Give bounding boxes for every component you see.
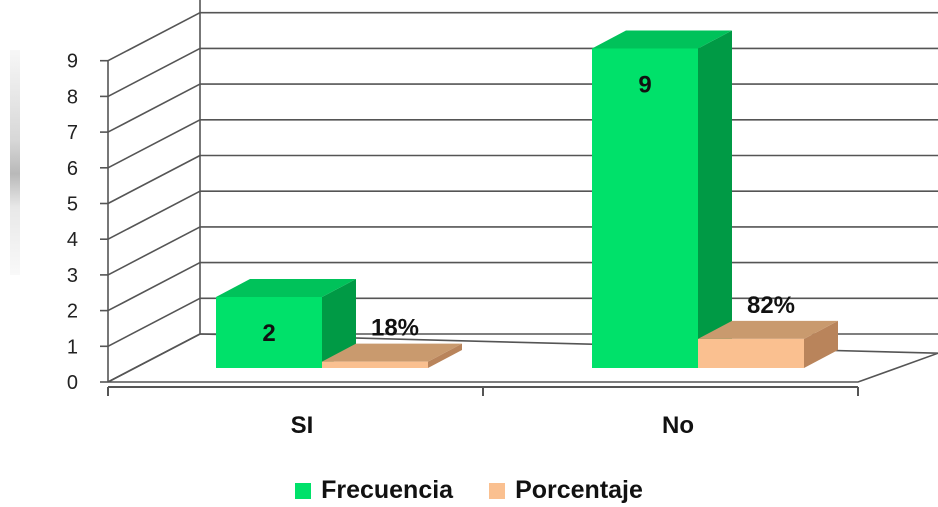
y-tick-label: 0	[67, 372, 78, 394]
gridline-side	[107, 261, 201, 312]
y-tick-label: 9	[67, 51, 78, 73]
gridline-side	[107, 154, 201, 205]
gridline-side	[107, 119, 201, 169]
legend-swatch-porcentaje	[489, 482, 506, 499]
y-tick-label: 4	[67, 229, 78, 251]
y-tick-label: 1	[67, 336, 78, 358]
legend-item-porcentaje: Porcentaje	[489, 476, 643, 505]
y-tick-label: 3	[67, 265, 78, 287]
data-label-porcentaje: 18%	[371, 315, 419, 342]
chart-axes: 0 1 2 3 4 5 6 7 8 9	[67, 0, 938, 396]
left-edge-artifact	[10, 50, 20, 275]
gridline-side	[107, 83, 201, 133]
bar-chart: 0 1 2 3 4 5 6 7 8 9 2 18% SI 9 82% No	[67, 0, 938, 440]
bar-frecuencia-side	[698, 30, 732, 368]
legend-label-frecuencia: Frecuencia	[321, 476, 454, 504]
data-label-porcentaje: 82%	[747, 292, 795, 319]
bar-frecuencia	[216, 297, 322, 368]
data-label-frecuencia: 9	[638, 72, 651, 99]
x-tick-label: SI	[291, 412, 314, 439]
chart-legend: Frecuencia Porcentaje	[0, 476, 938, 505]
gridline-side	[107, 11, 201, 62]
bar-frecuencia-top	[216, 279, 356, 297]
gridline-side	[107, 297, 201, 348]
data-label-frecuencia: 2	[262, 320, 275, 347]
bar-frecuencia	[592, 48, 698, 368]
bar-frecuencia-top	[592, 30, 732, 49]
bar-frecuencia-side	[322, 279, 356, 368]
gridline-side	[107, 190, 201, 240]
legend-swatch-frecuencia	[295, 482, 312, 499]
chart-bars	[216, 30, 838, 368]
bar-porcentaje-top	[698, 320, 838, 339]
bar-porcentaje-side	[428, 343, 462, 368]
gridline-side	[107, 47, 201, 98]
gridline-side	[107, 226, 201, 276]
chart-floor	[107, 333, 938, 383]
bar-porcentaje	[698, 338, 804, 368]
x-tick-label: No	[662, 412, 694, 439]
y-tick-label: 8	[67, 86, 78, 108]
y-tick-label: 6	[67, 158, 78, 180]
bar-porcentaje-side	[804, 320, 838, 368]
chart-labels: 2 18% SI 9 82% No	[262, 72, 795, 440]
bar-porcentaje	[322, 361, 428, 368]
legend-item-frecuencia: Frecuencia	[295, 476, 453, 505]
bar-porcentaje-top	[322, 343, 462, 362]
chart-grid	[107, 11, 938, 383]
legend-label-porcentaje: Porcentaje	[515, 476, 643, 504]
y-tick-label: 7	[67, 122, 78, 144]
y-tick-label: 2	[67, 301, 78, 323]
y-tick-label: 5	[67, 194, 78, 216]
